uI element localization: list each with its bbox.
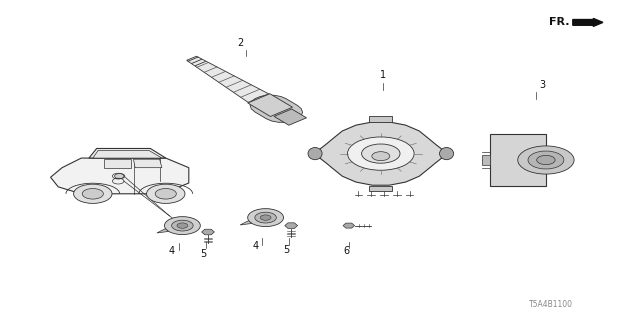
Polygon shape [250, 95, 303, 122]
Circle shape [82, 188, 104, 199]
Polygon shape [285, 223, 298, 228]
Text: 3: 3 [539, 80, 545, 90]
Polygon shape [93, 150, 162, 158]
Circle shape [260, 215, 271, 220]
Ellipse shape [308, 148, 322, 160]
Polygon shape [157, 229, 168, 233]
Text: 5: 5 [284, 245, 290, 255]
Text: 5: 5 [200, 249, 207, 260]
Circle shape [372, 152, 390, 161]
Circle shape [164, 217, 200, 235]
Circle shape [74, 184, 112, 204]
Polygon shape [134, 159, 162, 168]
Text: 1: 1 [380, 70, 386, 80]
Polygon shape [482, 155, 490, 165]
Polygon shape [369, 116, 392, 122]
Polygon shape [187, 56, 276, 107]
Circle shape [248, 209, 284, 227]
Polygon shape [202, 229, 214, 235]
Circle shape [147, 184, 185, 204]
Text: 4: 4 [168, 246, 175, 256]
Polygon shape [51, 158, 189, 194]
Circle shape [537, 156, 555, 164]
Polygon shape [104, 159, 131, 168]
Polygon shape [318, 122, 444, 185]
Polygon shape [274, 109, 307, 125]
Text: 4: 4 [253, 241, 259, 252]
Circle shape [362, 144, 400, 163]
Polygon shape [248, 94, 292, 116]
Text: T5A4B1100: T5A4B1100 [529, 300, 573, 308]
Circle shape [528, 151, 564, 169]
Polygon shape [369, 186, 392, 191]
Circle shape [155, 188, 177, 199]
Text: FR.: FR. [549, 17, 570, 28]
Circle shape [518, 146, 574, 174]
Text: 2: 2 [237, 38, 243, 48]
FancyArrow shape [573, 19, 603, 27]
Circle shape [172, 220, 193, 231]
Circle shape [177, 223, 188, 228]
Polygon shape [343, 223, 355, 228]
Text: 6: 6 [344, 246, 350, 256]
Polygon shape [89, 148, 166, 158]
Circle shape [348, 137, 414, 170]
Ellipse shape [440, 148, 454, 160]
Polygon shape [490, 134, 546, 186]
Circle shape [255, 212, 276, 223]
Polygon shape [240, 221, 252, 225]
Circle shape [115, 173, 125, 179]
